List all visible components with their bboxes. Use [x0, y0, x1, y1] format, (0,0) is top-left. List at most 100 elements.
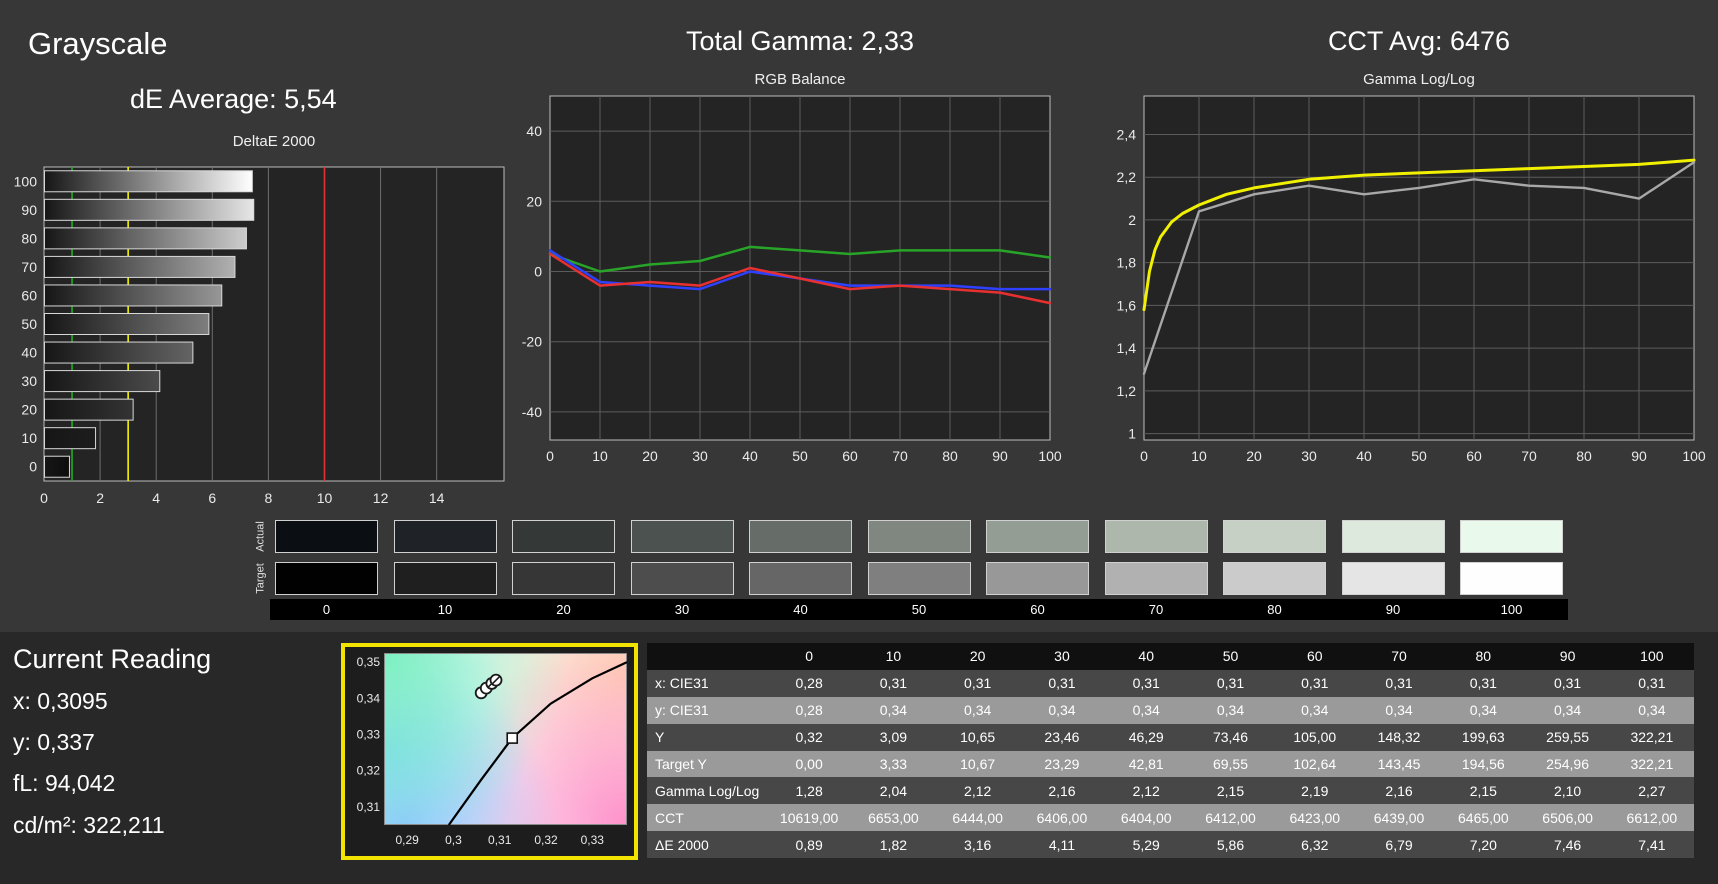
table-value-cell: 2,12: [1104, 777, 1189, 805]
tick-label: 80: [1576, 448, 1592, 464]
table-value-cell: 5,86: [1188, 831, 1273, 858]
table-value-cell: 0,28: [767, 669, 852, 697]
tick-label: 0,34: [357, 691, 381, 705]
tick-label: 2: [96, 490, 104, 506]
swatch-step-label: 90: [1385, 602, 1401, 617]
tick-label: 0,35: [357, 655, 381, 669]
target-swatch-0: [275, 562, 378, 595]
table-value-cell: 2,15: [1441, 777, 1526, 805]
tick-label: 20: [21, 402, 37, 418]
table-value-cell: 23,29: [1019, 750, 1105, 778]
table-value-cell: 6653,00: [851, 804, 936, 832]
table-row-label: x: CIE31: [647, 669, 767, 697]
actual-swatch-40: [749, 520, 852, 553]
tick-label: 40: [1356, 448, 1372, 464]
tick-label: 80: [942, 448, 958, 464]
deltae-bar: [44, 370, 161, 393]
red-line: [548, 252, 1052, 305]
actual-swatch-0: [275, 520, 378, 553]
table-column-header: 90: [1525, 643, 1610, 670]
tick-label: 20: [526, 193, 542, 209]
tick-label: 1,4: [1117, 340, 1137, 356]
target-swatch-90: [1341, 562, 1445, 595]
table-value-cell: 10,67: [935, 750, 1020, 778]
tick-label: 0,29: [395, 833, 419, 847]
table-value-cell: 0,34: [1019, 696, 1105, 724]
gamma-chart-svg: 0 10 20 30 40 50 60 70 80 90 100 1 1,2 1,4 1,6 1,8 2 2,2 2…: [1117, 95, 1706, 464]
table-value-cell: 0,89: [767, 831, 852, 858]
table-value-cell: 0,31: [1441, 669, 1526, 697]
target-swatch-100: [1460, 562, 1563, 595]
tick-label: 70: [1521, 448, 1537, 464]
measured-gamma-line: [1142, 160, 1696, 375]
table-value-cell: 0,31: [1609, 669, 1694, 697]
daylight-locus: [447, 661, 627, 825]
tick-label: 0,33: [357, 727, 381, 741]
table-value-cell: 6412,00: [1188, 804, 1273, 832]
marker-slash: [491, 675, 501, 685]
table-value-cell: 6404,00: [1104, 804, 1189, 832]
deltae-bar: [44, 313, 210, 335]
tick-label: 10: [317, 490, 333, 506]
table-value-cell: 0,34: [1441, 696, 1526, 724]
swatch-step-label: 10: [437, 602, 453, 617]
tick-label: 0,31: [488, 833, 512, 847]
tick-label: 100: [1682, 448, 1706, 464]
actual-swatch-20: [512, 520, 615, 553]
deltae-bar: [44, 255, 236, 278]
de-average-label: dE Average: 5,54: [130, 84, 337, 114]
table-value-cell: 2,12: [935, 777, 1020, 805]
table-row-label: CCT: [647, 804, 767, 832]
actual-swatch-100: [1460, 520, 1563, 553]
table-value-cell: 2,27: [1609, 777, 1694, 805]
table-value-cell: 6439,00: [1356, 804, 1442, 832]
tick-label: 100: [14, 173, 38, 189]
table-value-cell: 1,82: [851, 831, 936, 858]
table-value-cell: 6506,00: [1525, 804, 1610, 832]
tick-label: 90: [21, 202, 37, 218]
tick-label: 20: [642, 448, 658, 464]
target-swatch-10: [393, 562, 497, 595]
table-column-header: 80: [1441, 643, 1526, 670]
swatch-step-label: 50: [911, 602, 927, 617]
table-column-header: 60: [1272, 643, 1357, 670]
tick-label: 90: [1631, 448, 1647, 464]
tick-label: 6: [208, 490, 216, 506]
grayscale-title: Grayscale: [28, 26, 168, 61]
deltae-bar: [44, 227, 247, 250]
table-value-cell: 0,31: [1525, 669, 1610, 697]
tick-label: 12: [373, 490, 389, 506]
table-value-cell: 46,29: [1104, 723, 1189, 751]
actual-swatch-50: [867, 520, 971, 553]
table-value-cell: 2,10: [1525, 777, 1610, 805]
table-value-cell: 0,31: [935, 669, 1020, 697]
target-swatch-70: [1104, 562, 1208, 595]
target-gamma-line: [1142, 158, 1696, 312]
tick-label: 14: [429, 490, 445, 506]
tick-label: 60: [21, 287, 37, 303]
tick-label: -20: [522, 334, 542, 350]
table-value-cell: 6444,00: [935, 804, 1020, 832]
tick-label: 80: [21, 230, 37, 246]
swatch-step-label: 30: [674, 602, 690, 617]
table-value-cell: 0,34: [935, 696, 1020, 724]
table-value-cell: 0,28: [767, 696, 852, 724]
tick-label: 40: [742, 448, 758, 464]
total-gamma-label: Total Gamma: 2,33: [685, 26, 915, 56]
table-value-cell: 0,31: [1188, 669, 1273, 697]
actual-swatch-30: [630, 520, 734, 553]
table-value-cell: 254,96: [1525, 750, 1610, 778]
table-column-header: 50: [1188, 643, 1273, 670]
table-value-cell: 3,16: [935, 831, 1020, 858]
table-column-header: 30: [1019, 643, 1105, 670]
tick-label: 2: [1128, 212, 1136, 228]
current-reading-title: Current Reading: [13, 644, 212, 674]
table-value-cell: 0,31: [1019, 669, 1105, 697]
cct-avg-label: CCT Avg: 6476: [1327, 26, 1511, 56]
tick-label: 0,32: [357, 764, 381, 778]
table-value-cell: 0,34: [1188, 696, 1273, 724]
swatch-step-label: 40: [793, 602, 808, 617]
table-value-cell: 23,46: [1019, 723, 1105, 751]
rgb-balance-chart-title: RGB Balance: [754, 71, 846, 88]
tick-label: 40: [526, 123, 542, 139]
